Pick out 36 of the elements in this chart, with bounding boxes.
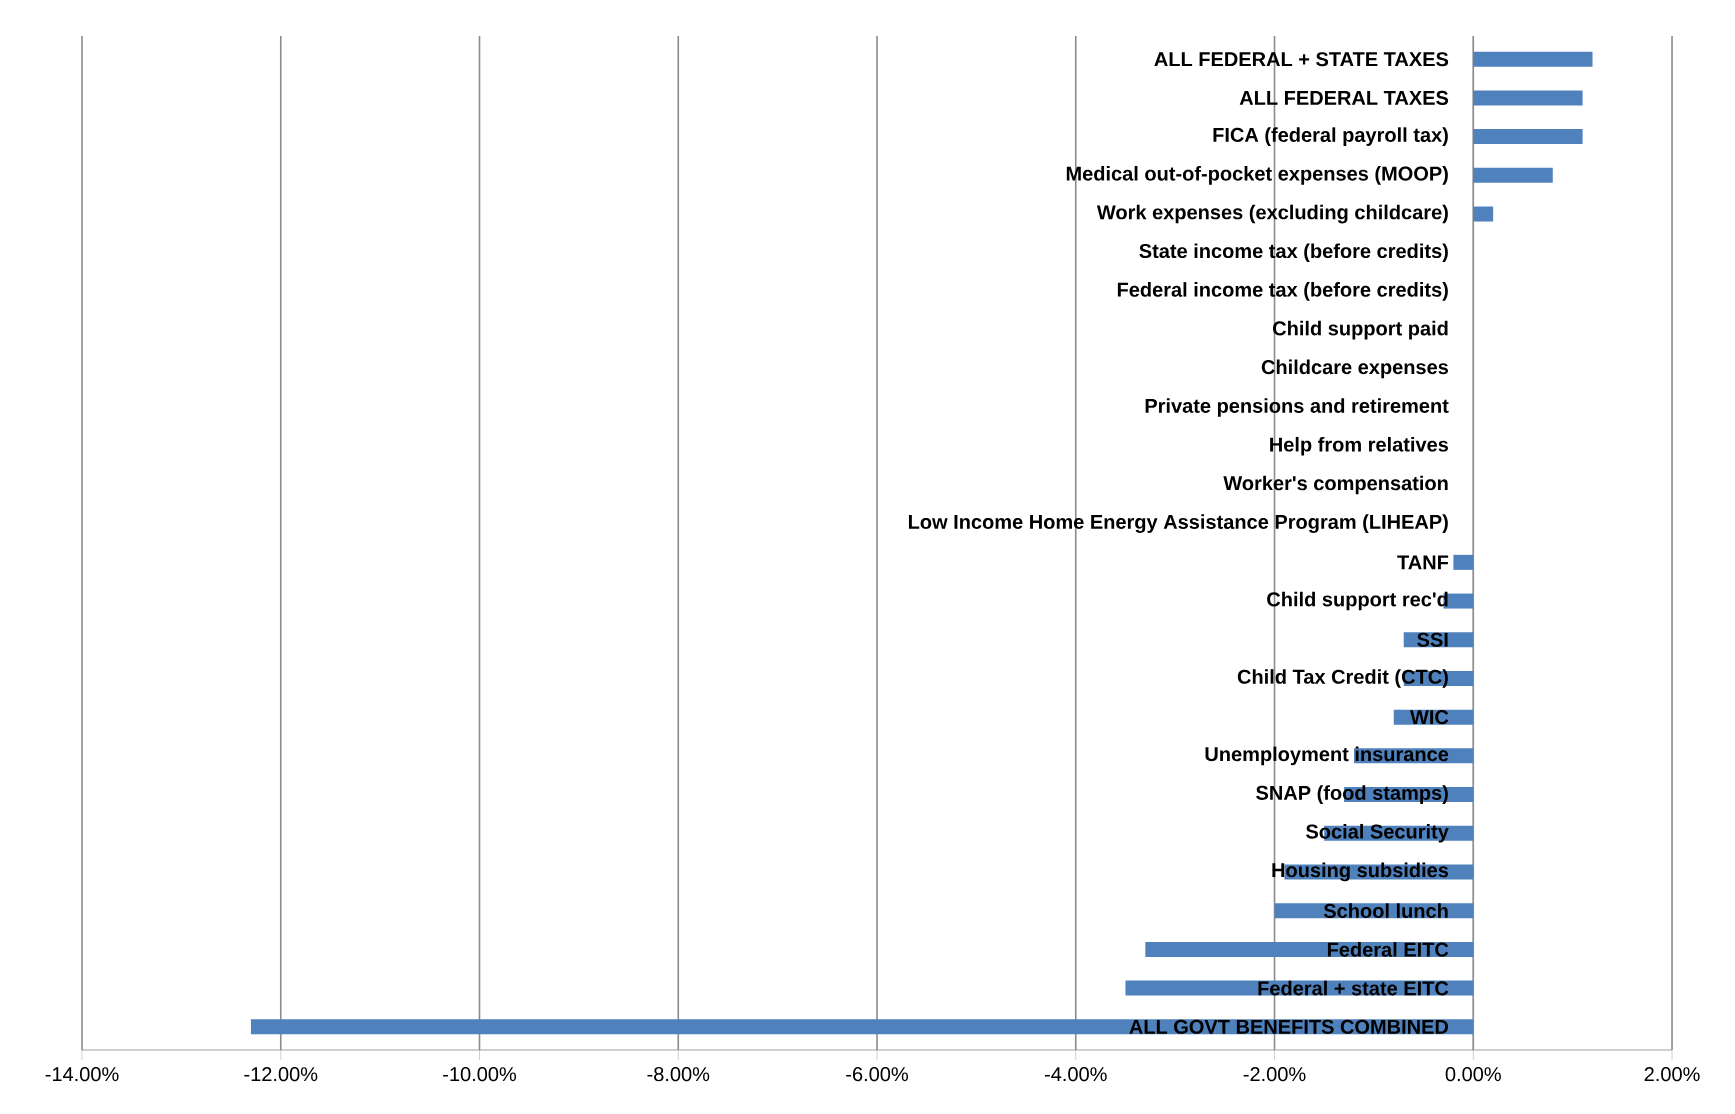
x-tick-label: -14.00% <box>45 1067 119 1082</box>
y-tick-label: ALL GOVT BENEFITS COMBINED <box>1129 1019 1449 1034</box>
y-tick-label: Medical out-of-pocket expenses (MOOP) <box>1066 166 1448 185</box>
y-tick-label: Federal + state EITC <box>1258 980 1449 996</box>
bar <box>1473 51 1593 67</box>
y-tick-label: SSI <box>1417 632 1448 647</box>
bar <box>1453 554 1474 570</box>
x-tick-label: 2.00% <box>1644 1067 1700 1082</box>
y-tick-label: Child support paid <box>1273 320 1448 340</box>
y-tick-label: ALL FEDERAL TAXES <box>1239 90 1449 105</box>
x-tick-label: -12.00% <box>244 1067 318 1082</box>
y-tick-label: Work expenses (excluding childcare) <box>1096 204 1448 224</box>
y-tick-label: Private pensions and retirement <box>1145 398 1449 417</box>
y-tick-label: Worker's compensation <box>1223 475 1448 495</box>
x-tick-label: 0.00% <box>1445 1067 1501 1082</box>
bar <box>1473 167 1553 183</box>
x-tick-label: -10.00% <box>443 1067 517 1082</box>
y-tick-label: Federal income tax (before credits) <box>1117 282 1448 301</box>
x-tick-label: -4.00% <box>1044 1067 1107 1082</box>
y-tick-label: WIC <box>1410 710 1449 725</box>
y-tick-label: School lunch <box>1323 903 1448 919</box>
y-tick-label: ALL FEDERAL + STATE TAXES <box>1154 52 1449 67</box>
y-tick-label: Federal EITC <box>1327 942 1449 957</box>
y-tick-label: Unemployment insurance <box>1205 746 1449 766</box>
bar <box>1473 90 1583 106</box>
x-tick-label: -2.00% <box>1243 1067 1306 1082</box>
y-tick-label: State income tax (before credits) <box>1139 243 1448 263</box>
bar <box>1473 206 1494 222</box>
y-tick-label: Help from relatives <box>1270 436 1449 456</box>
x-tick-label: -8.00% <box>647 1067 710 1082</box>
y-tick-label: TANF <box>1397 555 1449 570</box>
x-tick-label: -6.00% <box>846 1067 908 1082</box>
bar <box>1473 129 1583 145</box>
y-tick-label: FICA (federal payroll tax) <box>1213 127 1448 146</box>
y-tick-label: Childcare expenses <box>1261 359 1449 379</box>
y-tick-label: Low Income Home Energy Assistance Program (LIHEAP) <box>908 514 1448 534</box>
